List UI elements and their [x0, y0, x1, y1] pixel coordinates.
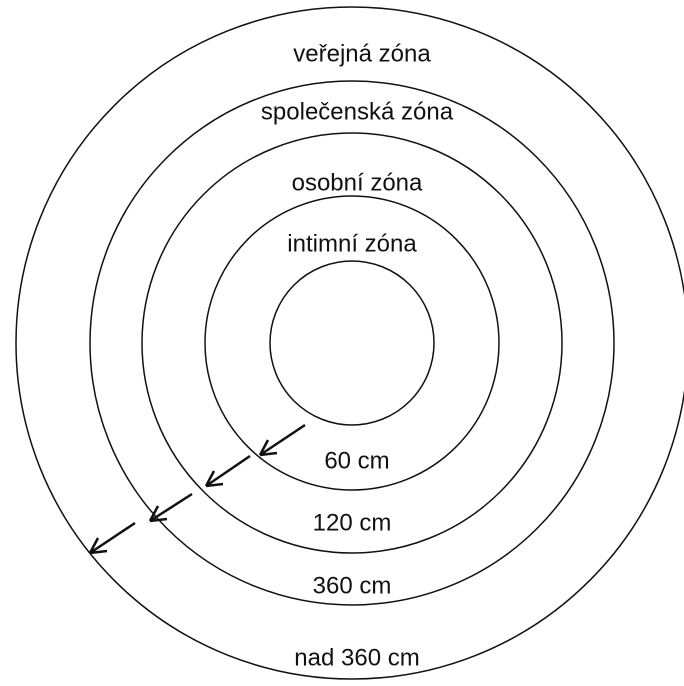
zone-name: intimní zóna [287, 230, 417, 257]
zone-name: osobní zóna [292, 169, 423, 196]
outer-circle [15, 6, 684, 680]
arrow [88, 521, 136, 555]
zone-circle [89, 80, 615, 606]
zone-name: společenská zóna [261, 98, 454, 125]
arrow [148, 492, 193, 523]
arrow [258, 423, 306, 457]
zone-circle [141, 132, 563, 554]
zone-circle [204, 195, 500, 491]
zone-circle [269, 260, 435, 426]
arrow [204, 454, 251, 488]
zone-distance: nad 360 cm [294, 644, 419, 671]
zone-name: veřejná zóna [293, 40, 431, 67]
zone-distance: 60 cm [324, 447, 389, 474]
zone-distance: 120 cm [313, 509, 392, 536]
zone-distance: 360 cm [313, 572, 392, 599]
